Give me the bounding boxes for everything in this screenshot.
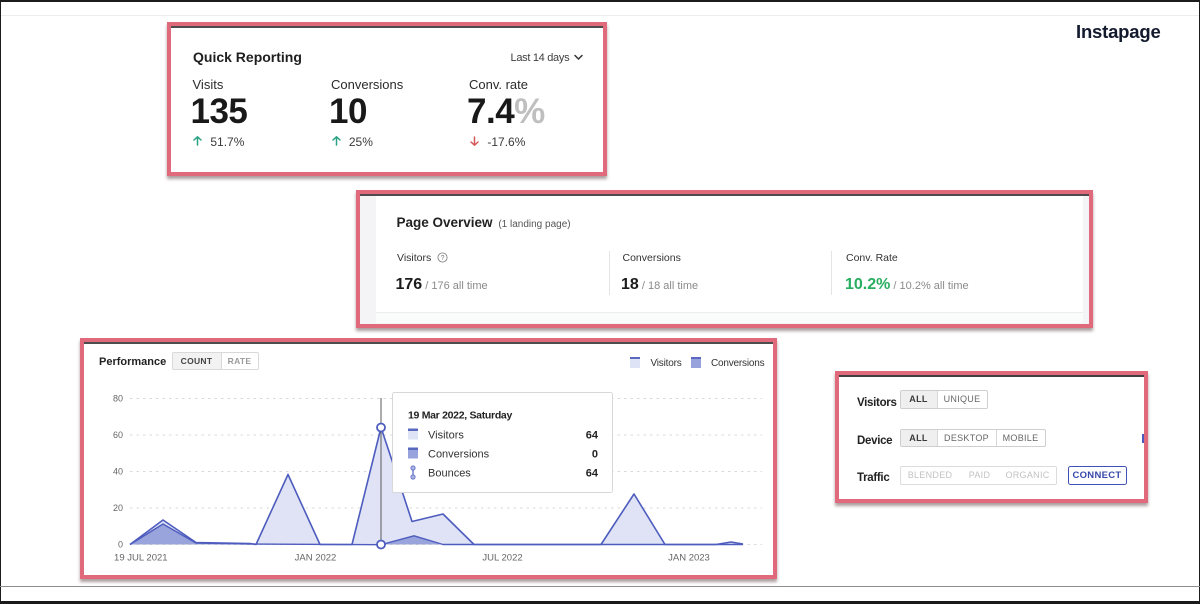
svg-text:20: 20 (113, 503, 123, 513)
svg-text:64: 64 (586, 430, 599, 442)
svg-text:Conversions: Conversions (428, 449, 490, 461)
svg-text:0: 0 (592, 449, 598, 461)
svg-text:Visitors: Visitors (428, 430, 464, 442)
svg-text:64: 64 (586, 468, 599, 480)
svg-text:19 JUL 2021: 19 JUL 2021 (114, 553, 168, 564)
svg-text:JUL 2022: JUL 2022 (482, 553, 522, 564)
svg-text:80: 80 (113, 394, 123, 404)
svg-text:JAN 2023: JAN 2023 (668, 553, 710, 564)
svg-text:?: ? (441, 254, 445, 261)
svg-text:JAN 2022: JAN 2022 (295, 553, 337, 564)
svg-text:0: 0 (118, 540, 123, 550)
svg-text:Bounces: Bounces (428, 468, 471, 480)
svg-text:19 Mar 2022, Saturday: 19 Mar 2022, Saturday (408, 410, 512, 422)
svg-text:40: 40 (113, 467, 123, 477)
svg-text:60: 60 (113, 430, 123, 440)
